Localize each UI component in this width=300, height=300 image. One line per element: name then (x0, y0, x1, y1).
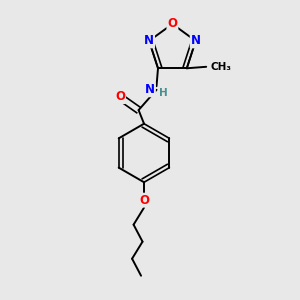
Text: O: O (115, 90, 125, 103)
Text: O: O (139, 194, 149, 207)
Text: N: N (145, 83, 155, 96)
Text: H: H (159, 88, 167, 98)
Text: O: O (167, 17, 177, 31)
Text: N: N (144, 34, 154, 47)
Text: CH₃: CH₃ (211, 62, 232, 72)
Text: N: N (191, 34, 201, 47)
